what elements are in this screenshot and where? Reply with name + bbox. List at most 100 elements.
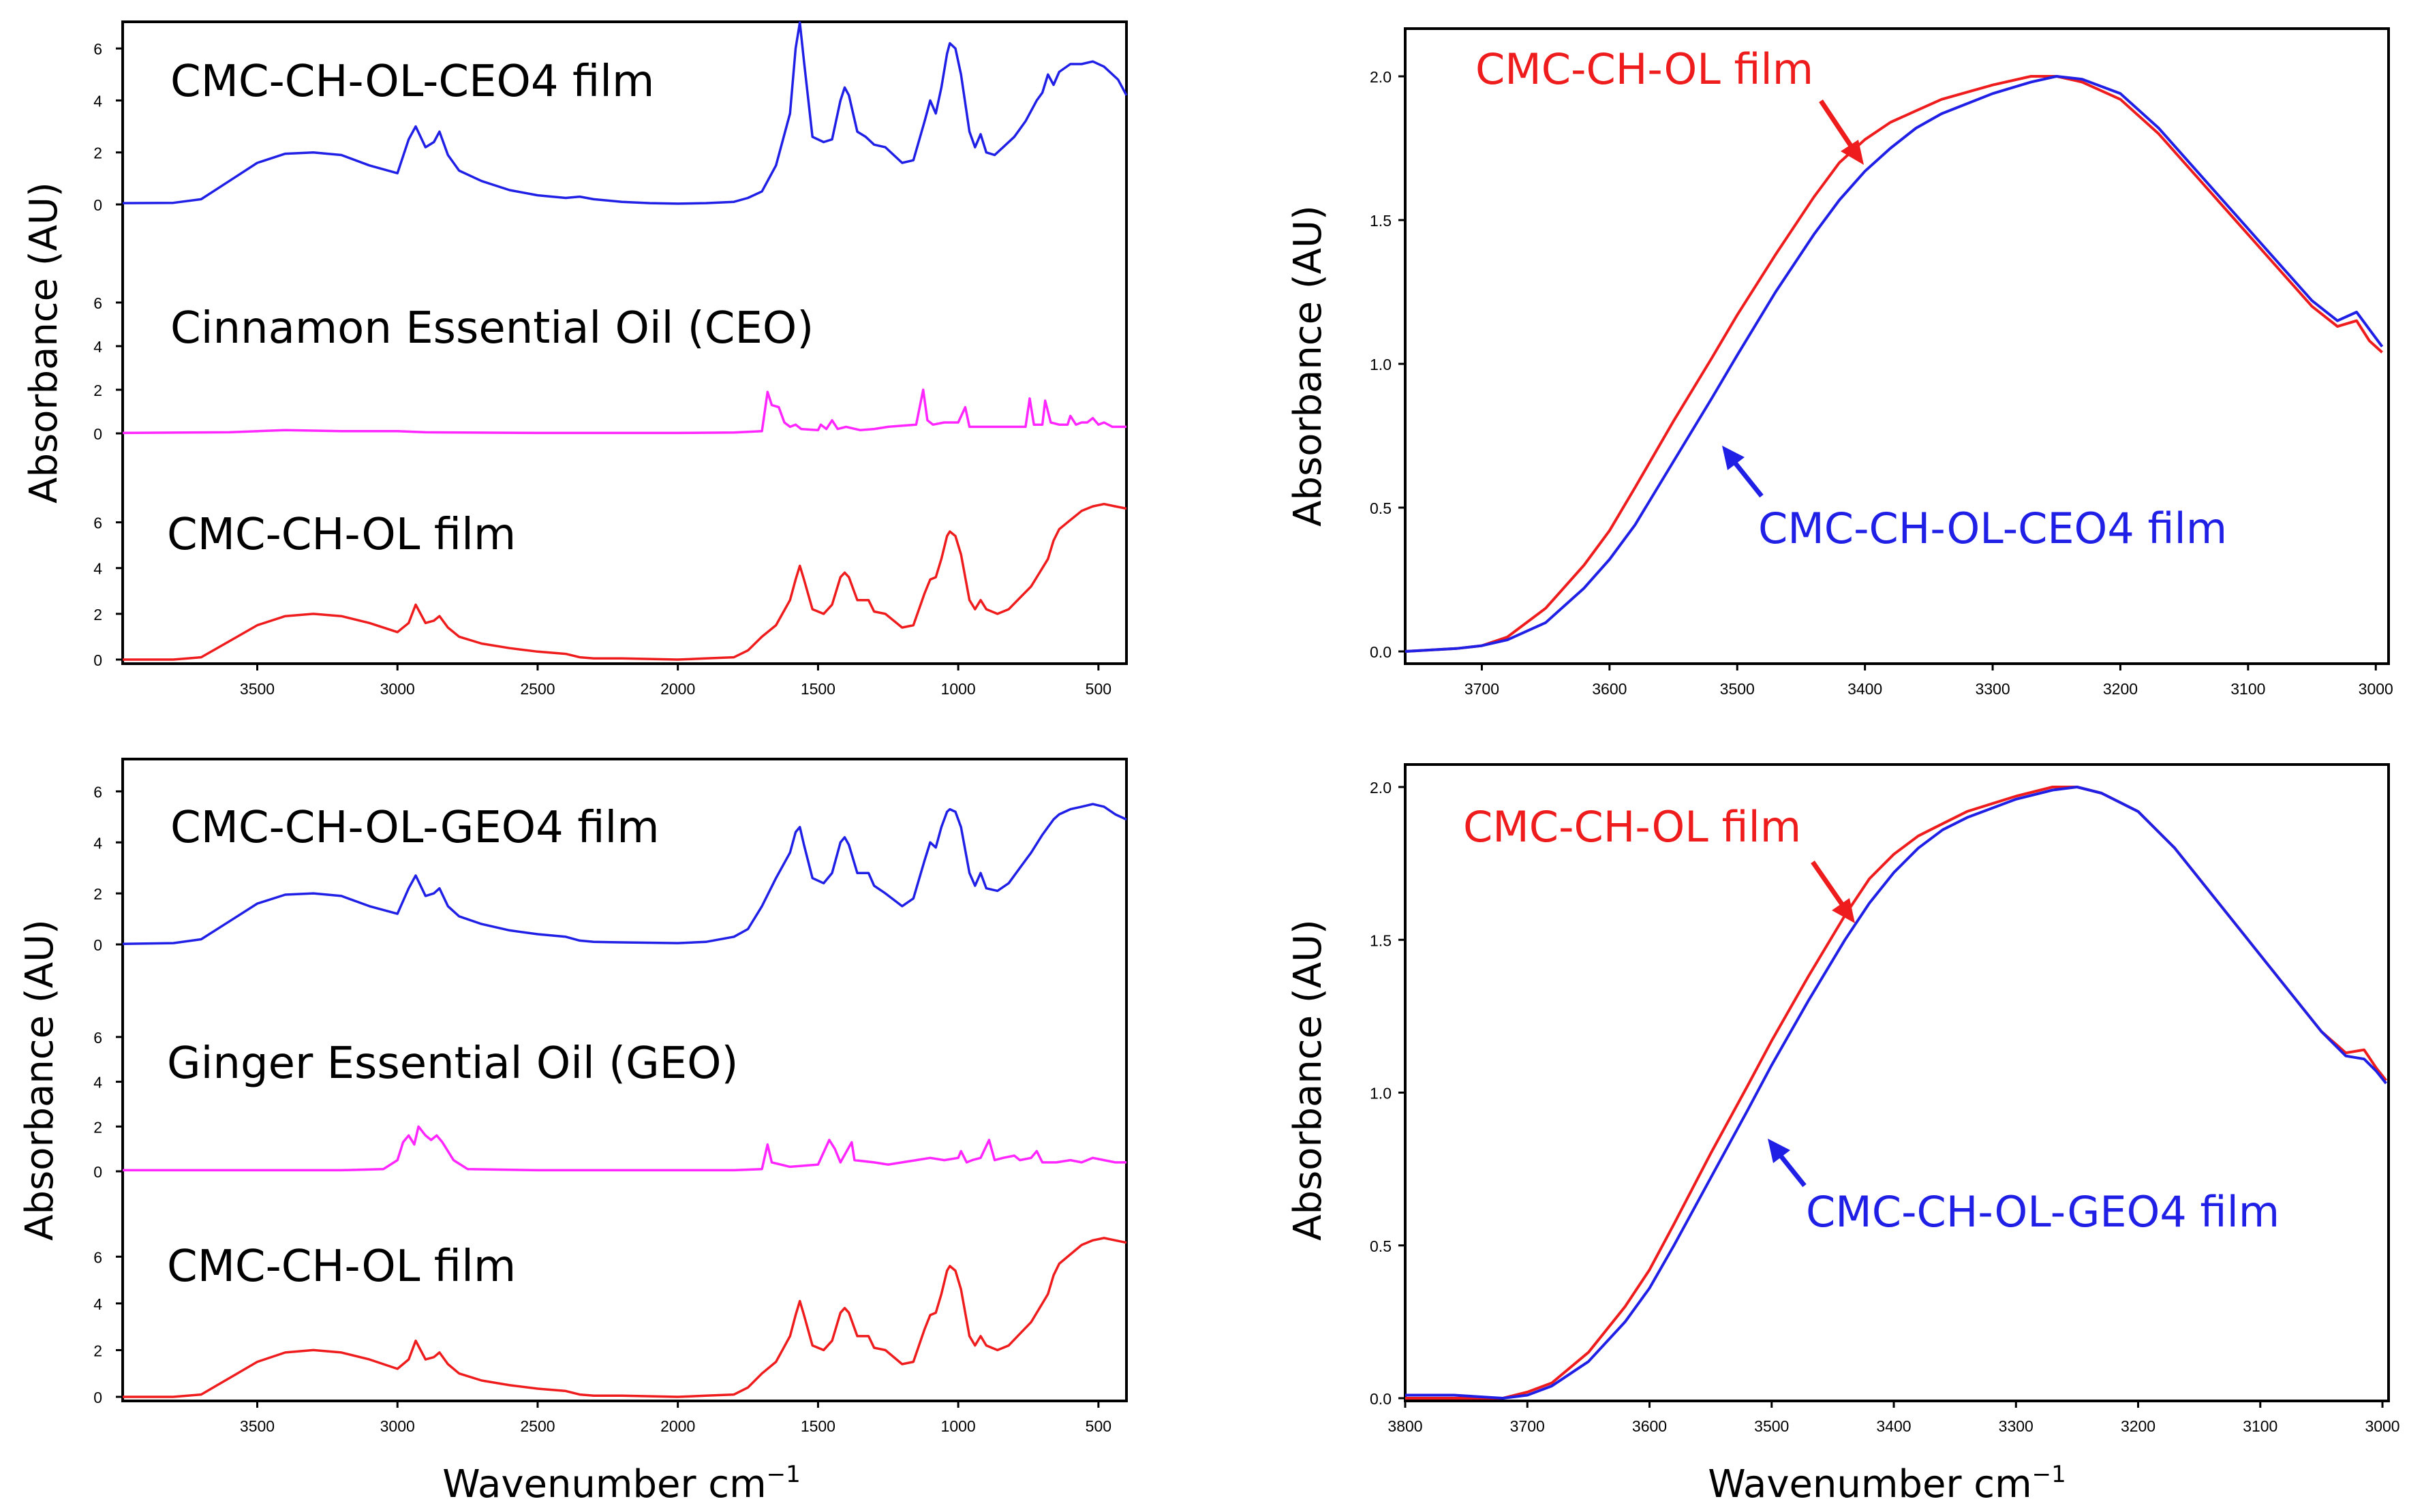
arrow-blue-top-head (1722, 446, 1745, 470)
y-tick-label: 0 (93, 425, 102, 443)
y-tick-label: 1.0 (1370, 356, 1392, 373)
x-tick-label: 2000 (660, 680, 695, 698)
y-tick-label: 1.5 (1370, 931, 1392, 949)
series-line (1405, 75, 2383, 653)
y-tick-label: 1.5 (1370, 212, 1392, 230)
x-tick-label: 3000 (380, 680, 415, 698)
annot-base-film-top: CMC-CH-OL film (1475, 44, 1813, 94)
arrow-red-bottom (1811, 861, 1845, 908)
series-line (122, 388, 1126, 435)
annot-geo4-film: CMC-CH-OL-GEO4 film (1806, 1187, 2280, 1237)
x-tick-label: 3500 (240, 680, 275, 698)
arrow-red-top (1819, 99, 1854, 149)
y-tick-label: 0 (93, 1389, 102, 1406)
left-top-ylabel: Absorbance (AU) (22, 182, 66, 504)
right-xlabel: Wavenumber cm−1 (1708, 1461, 2066, 1507)
label-cinnamon-oil: Cinnamon Essential Oil (CEO) (170, 303, 814, 354)
x-tick-label: 500 (1086, 1417, 1111, 1435)
x-tick-label: 3200 (2103, 680, 2138, 698)
x-tick-label: 3400 (1847, 680, 1882, 698)
arrow-red-top-head (1841, 140, 1864, 165)
y-tick-label: 2.0 (1370, 779, 1392, 797)
x-tick-label: 3200 (2121, 1417, 2155, 1435)
y-tick-label: 0 (93, 651, 102, 669)
left-bottom-ylabel: Absorbance (AU) (18, 919, 62, 1241)
y-tick-label: 0 (93, 1163, 102, 1181)
right-xlabel-text: Wavenumber cm (1708, 1462, 2031, 1507)
y-tick-label: 2 (93, 144, 102, 162)
x-tick-label: 1500 (801, 680, 835, 698)
annot-ceo4-film: CMC-CH-OL-CEO4 film (1758, 504, 2227, 553)
y-tick-label: 6 (93, 40, 102, 58)
x-tick-label: 3700 (1464, 680, 1499, 698)
right-top-ylabel: Absorbance (AU) (1286, 205, 1330, 527)
x-tick-label: 3000 (380, 1417, 415, 1435)
right-bottom-ylabel: Absorbance (AU) (1286, 919, 1330, 1241)
x-tick-label: 3000 (2359, 680, 2393, 698)
series-line (123, 1237, 1127, 1398)
y-tick-label: 4 (93, 338, 102, 356)
x-tick-label: 3600 (1632, 1417, 1667, 1435)
series-line (1405, 786, 2387, 1400)
y-tick-label: 4 (93, 1074, 102, 1092)
x-tick-label: 3700 (1510, 1417, 1545, 1435)
y-tick-label: 0.5 (1370, 1237, 1392, 1255)
left-xlabel: Wavenumber cm−1 (442, 1461, 801, 1507)
x-tick-label: 1000 (941, 680, 976, 698)
y-tick-label: 2 (93, 606, 102, 623)
y-tick-label: 2 (93, 885, 102, 903)
x-tick-label: 3300 (1975, 680, 2010, 698)
x-tick-label: 3500 (1754, 1417, 1789, 1435)
x-tick-label: 1500 (801, 1417, 835, 1435)
y-tick-label: 4 (93, 1295, 102, 1313)
x-tick-label: 3400 (1876, 1417, 1911, 1435)
y-tick-label: 2 (93, 1118, 102, 1136)
right-top-frame (1404, 27, 2390, 665)
y-tick-label: 1.0 (1370, 1085, 1392, 1102)
x-tick-label: 3500 (240, 1417, 275, 1435)
series-line (123, 502, 1127, 661)
x-tick-label: 3500 (1720, 680, 1755, 698)
y-tick-label: 6 (93, 514, 102, 532)
x-tick-label: 2500 (520, 680, 555, 698)
y-tick-label: 2 (93, 382, 102, 399)
arrow-blue-bottom (1778, 1153, 1807, 1188)
annot-base-film-bottom: CMC-CH-OL film (1463, 802, 1801, 852)
y-tick-label: 6 (93, 1029, 102, 1047)
x-tick-label: 2000 (660, 1417, 695, 1435)
y-tick-label: 6 (93, 294, 102, 312)
arrow-blue-bottom-head (1768, 1139, 1790, 1163)
y-tick-label: 4 (93, 92, 102, 110)
series-line (1405, 786, 2387, 1400)
y-tick-label: 0.0 (1370, 1390, 1392, 1408)
arrow-red-bottom-head (1832, 898, 1855, 923)
label-ginger-oil: Ginger Essential Oil (GEO) (167, 1038, 739, 1089)
y-tick-label: 2.0 (1370, 68, 1392, 86)
x-tick-label: 1000 (941, 1417, 976, 1435)
series-line (122, 21, 1128, 205)
y-tick-label: 0 (93, 936, 102, 954)
series-line (1405, 75, 2384, 653)
y-tick-label: 2 (93, 1342, 102, 1359)
label-geo4-film: CMC-CH-OL-GEO4 film (170, 803, 660, 853)
y-tick-label: 4 (93, 560, 102, 578)
y-tick-label: 0.0 (1370, 643, 1392, 661)
label-base-film-bottom: CMC-CH-OL film (167, 1241, 516, 1292)
series-line (122, 803, 1127, 946)
label-ceo4-film: CMC-CH-OL-CEO4 film (170, 57, 654, 107)
x-tick-label: 3100 (2230, 680, 2265, 698)
x-tick-label: 500 (1086, 680, 1111, 698)
y-tick-label: 6 (93, 1248, 102, 1266)
y-tick-label: 0.5 (1370, 499, 1392, 517)
y-tick-label: 0 (93, 196, 102, 214)
series-line (123, 1125, 1126, 1172)
x-tick-label: 3300 (1999, 1417, 2034, 1435)
y-tick-label: 4 (93, 834, 102, 852)
x-tick-label: 2500 (520, 1417, 555, 1435)
left-xlabel-text: Wavenumber cm (442, 1462, 766, 1507)
x-tick-label: 3100 (2243, 1417, 2277, 1435)
x-tick-label: 3600 (1592, 680, 1627, 698)
x-tick-label: 3000 (2365, 1417, 2399, 1435)
x-tick-label: 3800 (1387, 1417, 1422, 1435)
